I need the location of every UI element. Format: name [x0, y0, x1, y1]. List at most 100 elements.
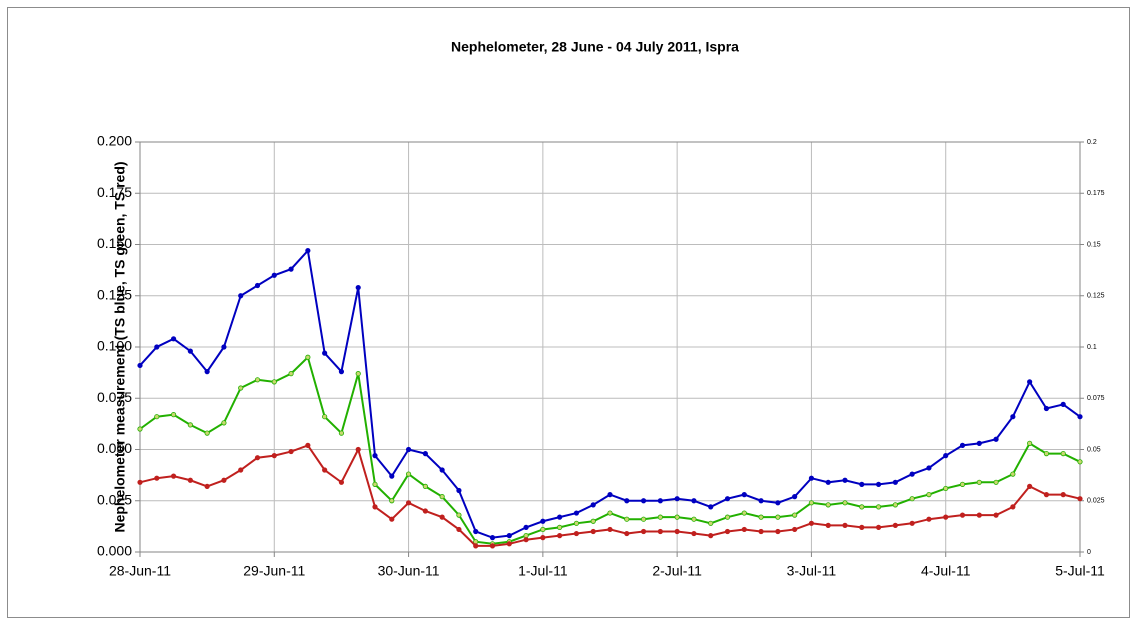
data-point: [926, 491, 932, 498]
data-point: [674, 528, 680, 535]
data-point: [892, 502, 898, 508]
y2-tick-label: 0.125: [1087, 293, 1105, 300]
data-point: [154, 475, 160, 481]
y-tick-label: 0.100: [97, 338, 132, 354]
data-point: [976, 512, 982, 518]
y-tick-label: 0.050: [97, 440, 132, 456]
data-point: [355, 284, 361, 291]
x-tick-label: 1-Jul-11: [518, 563, 568, 579]
data-point: [523, 537, 529, 543]
y-tick-label: 0.175: [97, 184, 132, 200]
data-point: [993, 512, 999, 518]
data-point: [792, 526, 798, 533]
data-point: [221, 420, 227, 426]
data-point: [254, 455, 261, 461]
data-point: [842, 522, 848, 528]
data-point: [1027, 440, 1033, 446]
data-point: [842, 477, 848, 483]
data-point: [154, 414, 160, 420]
data-point: [372, 453, 378, 459]
data-point: [305, 442, 311, 448]
data-point: [254, 377, 261, 383]
data-point: [741, 491, 747, 498]
y2-tick-label: 0.025: [1087, 498, 1105, 505]
data-point: [338, 479, 345, 485]
data-point: [758, 528, 764, 535]
data-point: [775, 528, 781, 535]
data-point: [926, 516, 932, 522]
y2-tick-label: 0: [1087, 549, 1091, 556]
data-point: [909, 471, 915, 477]
data-point: [405, 500, 412, 506]
data-point: [456, 487, 462, 494]
data-point: [322, 414, 328, 420]
data-point: [338, 368, 345, 375]
data-point: [288, 371, 294, 377]
data-point: [355, 446, 361, 453]
data-point: [607, 491, 613, 498]
data-point: [238, 385, 244, 391]
data-point: [557, 524, 563, 531]
data-point: [372, 504, 378, 510]
data-point: [204, 483, 210, 489]
data-point: [808, 500, 815, 506]
data-point: [1043, 450, 1050, 457]
data-point: [221, 344, 227, 350]
data-point: [640, 516, 647, 522]
data-point: [959, 442, 966, 448]
data-point: [137, 426, 143, 432]
data-point: [322, 350, 328, 356]
data-point: [775, 514, 781, 520]
y-tick-label: 0.025: [97, 491, 132, 507]
data-point: [708, 532, 714, 539]
x-tick-label: 28-Jun-11: [109, 563, 171, 579]
data-point: [389, 516, 395, 522]
data-point: [137, 479, 143, 485]
data-point: [439, 467, 445, 473]
data-point: [657, 498, 663, 504]
x-tick-label: 30-Jun-11: [378, 563, 440, 579]
data-point: [1060, 491, 1066, 498]
data-point: [238, 293, 244, 299]
x-tick-label: 5-Jul-11: [1055, 563, 1105, 579]
data-point: [993, 436, 999, 442]
data-point: [708, 520, 714, 526]
data-point: [943, 514, 949, 520]
data-point: [943, 485, 949, 492]
data-point: [825, 502, 831, 508]
data-point: [1043, 405, 1050, 412]
data-point: [456, 526, 462, 533]
data-point: [405, 446, 412, 453]
data-point: [758, 498, 764, 504]
data-point: [271, 453, 277, 459]
data-point: [993, 479, 999, 485]
data-point: [322, 467, 328, 473]
data-point: [187, 348, 193, 354]
data-point: [976, 440, 982, 446]
data-point: [271, 379, 277, 385]
x-tick-label: 4-Jul-11: [921, 563, 971, 579]
data-point: [926, 465, 932, 471]
data-point: [540, 535, 546, 541]
plot-area: [139, 141, 1081, 553]
x-tick-label: 3-Jul-11: [787, 563, 837, 579]
data-point: [305, 354, 311, 360]
data-point: [288, 266, 294, 272]
data-point: [758, 514, 764, 520]
data-point: [204, 368, 210, 375]
data-point: [389, 498, 395, 504]
data-point: [389, 473, 395, 479]
y-tick-label: 0.075: [97, 389, 132, 405]
data-point: [557, 514, 563, 520]
data-point: [624, 530, 630, 537]
data-point: [724, 528, 731, 535]
data-point: [741, 526, 747, 533]
data-point: [422, 450, 428, 457]
y2-tick-label: 0.2: [1087, 139, 1097, 146]
data-point: [624, 498, 630, 504]
y2-tick-label: 0.05: [1087, 446, 1101, 453]
data-point: [456, 512, 462, 518]
data-point: [674, 496, 680, 502]
y2-tick-label: 0.15: [1087, 241, 1101, 248]
